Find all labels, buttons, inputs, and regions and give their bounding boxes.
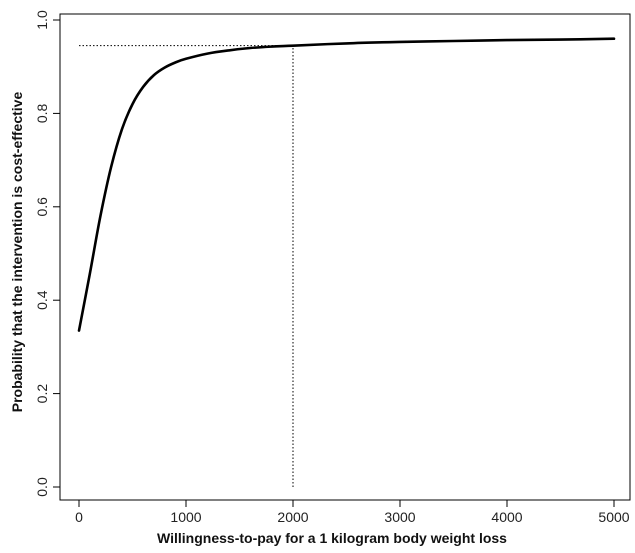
y-tick-label: 0.0 — [34, 477, 50, 497]
x-axis-title: Willingness-to-pay for a 1 kilogram body… — [157, 530, 507, 546]
x-tick-label: 0 — [75, 509, 83, 525]
y-tick-label: 1.0 — [34, 10, 50, 30]
x-tick-label: 2000 — [277, 509, 308, 525]
y-axis-title: Probability that the intervention is cos… — [9, 92, 25, 413]
x-tick-label: 1000 — [170, 509, 201, 525]
x-tick-label: 5000 — [598, 509, 629, 525]
y-tick-label: 0.2 — [34, 384, 50, 404]
x-tick-label: 4000 — [491, 509, 522, 525]
x-tick-label: 3000 — [384, 509, 415, 525]
y-axis-ticks: 0.0 0.2 0.4 0.6 0.8 1.0 — [34, 10, 60, 497]
y-tick-label: 0.8 — [34, 103, 50, 123]
plot-frame — [59, 13, 631, 501]
probability-curve — [77, 37, 616, 332]
series-group — [77, 37, 616, 332]
reference-lines-group — [79, 45, 294, 487]
y-tick-label: 0.4 — [34, 290, 50, 310]
y-tick-label: 0.6 — [34, 197, 50, 217]
x-axis-ticks: 0 1000 2000 3000 4000 5000 — [75, 500, 630, 525]
